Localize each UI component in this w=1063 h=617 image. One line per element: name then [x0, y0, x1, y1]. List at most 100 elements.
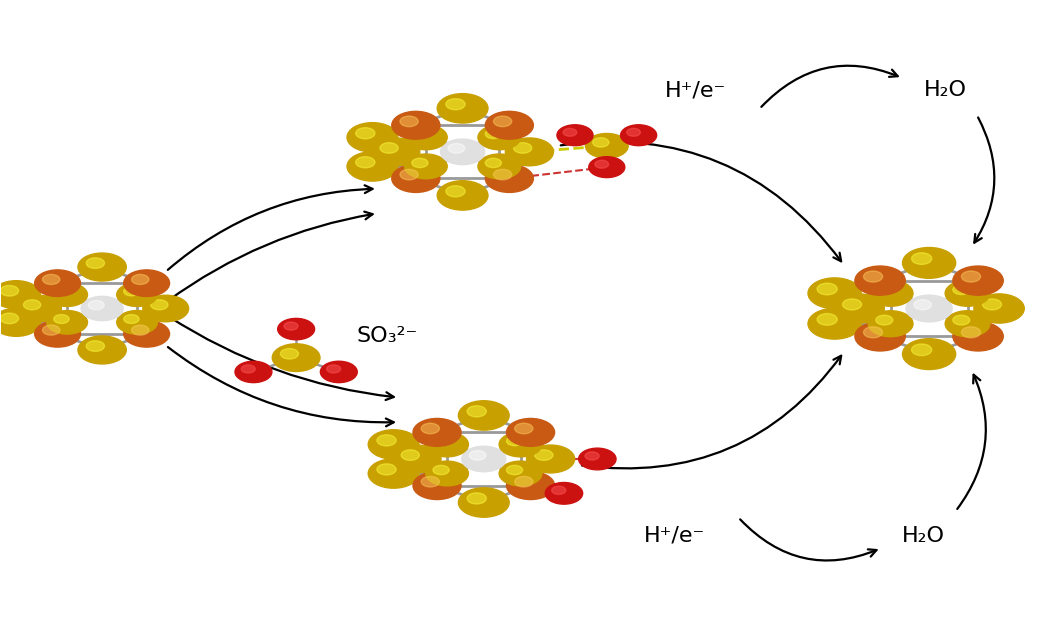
Circle shape — [117, 310, 157, 334]
Circle shape — [514, 476, 533, 487]
Circle shape — [545, 482, 583, 504]
Circle shape — [35, 270, 81, 296]
Circle shape — [505, 138, 554, 166]
Circle shape — [585, 452, 600, 460]
Circle shape — [486, 165, 534, 193]
Circle shape — [347, 152, 398, 181]
Circle shape — [833, 294, 884, 323]
Circle shape — [493, 116, 511, 126]
Circle shape — [326, 365, 340, 373]
Circle shape — [467, 406, 487, 417]
Circle shape — [458, 488, 509, 517]
Circle shape — [277, 318, 315, 340]
Circle shape — [54, 287, 69, 296]
Circle shape — [392, 165, 440, 193]
Circle shape — [467, 493, 487, 504]
Circle shape — [506, 418, 555, 446]
Circle shape — [142, 295, 188, 322]
Circle shape — [368, 459, 419, 488]
Circle shape — [437, 94, 488, 123]
Circle shape — [808, 278, 861, 308]
Circle shape — [433, 436, 450, 445]
Circle shape — [377, 435, 396, 446]
Text: H₂O: H₂O — [902, 526, 945, 546]
Circle shape — [54, 315, 69, 323]
Circle shape — [421, 423, 439, 434]
Circle shape — [281, 349, 299, 359]
Circle shape — [400, 116, 418, 126]
Circle shape — [500, 432, 542, 457]
Text: H⁺/e⁻: H⁺/e⁻ — [644, 526, 705, 546]
Circle shape — [445, 99, 466, 110]
Circle shape — [974, 294, 1025, 323]
Circle shape — [123, 287, 139, 296]
Circle shape — [868, 280, 913, 306]
Circle shape — [493, 169, 511, 180]
Circle shape — [356, 128, 375, 139]
Circle shape — [902, 247, 956, 278]
Circle shape — [486, 111, 534, 139]
Circle shape — [372, 138, 420, 166]
Circle shape — [912, 253, 932, 265]
Circle shape — [535, 450, 553, 460]
Circle shape — [123, 315, 139, 323]
Circle shape — [557, 125, 593, 146]
Circle shape — [485, 158, 502, 168]
Circle shape — [621, 125, 657, 146]
Circle shape — [506, 436, 523, 445]
Circle shape — [945, 311, 990, 337]
Circle shape — [43, 325, 60, 335]
Circle shape — [952, 266, 1003, 295]
Circle shape — [478, 125, 521, 150]
Circle shape — [586, 133, 628, 158]
Circle shape — [405, 125, 448, 150]
Circle shape — [23, 300, 40, 310]
Circle shape — [0, 286, 19, 296]
Circle shape — [425, 432, 469, 457]
Circle shape — [272, 344, 320, 371]
Circle shape — [868, 311, 913, 337]
Circle shape — [368, 430, 419, 459]
Circle shape — [437, 181, 488, 210]
Circle shape — [421, 476, 439, 487]
Circle shape — [589, 157, 625, 178]
Circle shape — [117, 283, 157, 307]
Circle shape — [132, 275, 149, 284]
Circle shape — [35, 321, 81, 347]
Text: H⁺/e⁻: H⁺/e⁻ — [665, 80, 726, 101]
Circle shape — [514, 423, 533, 434]
Circle shape — [0, 281, 40, 308]
Circle shape — [952, 315, 969, 325]
Circle shape — [379, 143, 399, 153]
Circle shape — [123, 270, 169, 296]
Circle shape — [506, 471, 555, 500]
Circle shape — [78, 253, 126, 281]
Circle shape — [817, 313, 838, 325]
Circle shape — [552, 486, 566, 494]
Circle shape — [458, 401, 509, 430]
Circle shape — [914, 300, 931, 310]
Circle shape — [0, 308, 40, 336]
Circle shape — [43, 275, 60, 284]
Circle shape — [433, 465, 450, 474]
Circle shape — [47, 310, 87, 334]
Text: H₂O: H₂O — [924, 80, 966, 101]
Circle shape — [414, 418, 461, 446]
Circle shape — [347, 123, 398, 152]
Circle shape — [526, 445, 575, 473]
Circle shape — [817, 283, 838, 295]
Circle shape — [86, 341, 104, 351]
Circle shape — [235, 361, 272, 383]
Circle shape — [78, 336, 126, 364]
Circle shape — [284, 322, 298, 330]
Circle shape — [461, 446, 506, 472]
Circle shape — [952, 322, 1003, 351]
Circle shape — [593, 138, 609, 147]
Circle shape — [906, 295, 952, 322]
Circle shape — [982, 299, 1001, 310]
Circle shape — [400, 169, 418, 180]
Circle shape — [448, 143, 465, 153]
Circle shape — [902, 339, 956, 370]
Circle shape — [506, 465, 523, 474]
Circle shape — [863, 327, 882, 338]
